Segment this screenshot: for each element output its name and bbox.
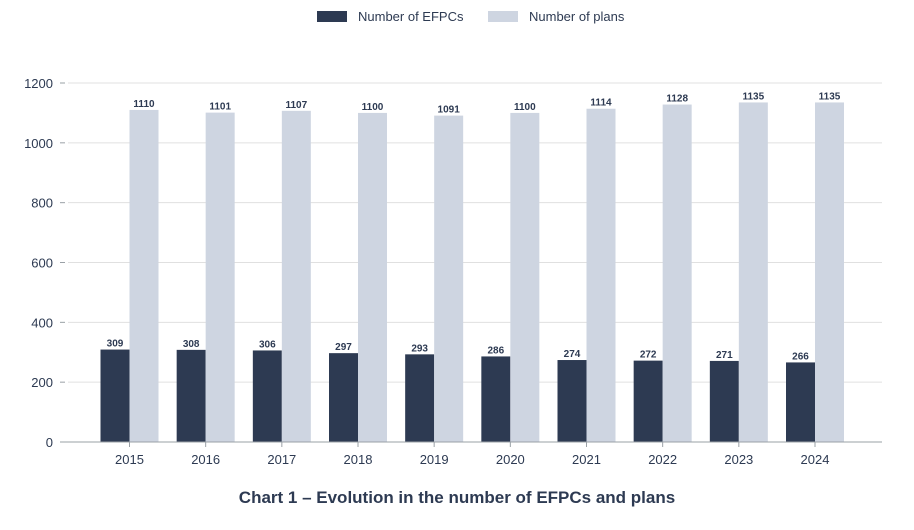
bars: 309 1110 308 1101 306 1107 297 1100 293 1091 286 11…	[100, 91, 844, 443]
data-label: 297	[335, 342, 352, 353]
bar-efpcs	[786, 362, 815, 442]
data-label: 1091	[438, 105, 461, 116]
x-tick-label: 2016	[191, 452, 220, 467]
data-label: 1100	[514, 102, 536, 113]
legend-swatch	[317, 11, 347, 22]
data-label: 274	[564, 349, 581, 360]
bar-plans	[662, 104, 692, 442]
data-label: 308	[183, 339, 200, 350]
bar-efpcs	[176, 349, 206, 442]
bar-chart: Number of EFPCs Number of plans 0 200 400 60…	[24, 9, 882, 467]
bar-efpcs	[100, 349, 130, 442]
legend: Number of EFPCs Number of plans	[317, 9, 625, 24]
data-label: 1135	[819, 91, 841, 102]
bar-efpcs	[405, 354, 435, 442]
bar-plans	[281, 110, 311, 442]
bar-plans	[586, 108, 616, 442]
x-tick-label: 2023	[724, 452, 753, 467]
data-label: 1101	[209, 102, 231, 113]
data-label: 1114	[590, 98, 612, 109]
y-tick-label: 200	[31, 375, 53, 390]
y-tick-label: 600	[31, 256, 53, 271]
y-tick-label: 1000	[24, 136, 53, 151]
data-label: 306	[259, 339, 276, 350]
x-tick-label: 2024	[801, 452, 830, 467]
y-tick-label: 0	[46, 435, 53, 450]
x-tick-label: 2015	[115, 452, 144, 467]
bar-plans	[129, 109, 159, 443]
data-label: 271	[716, 350, 733, 361]
data-label: 266	[792, 351, 809, 362]
x-tick-label: 2017	[267, 452, 296, 467]
legend-label: Number of EFPCs	[358, 9, 464, 24]
data-label: 286	[487, 345, 504, 356]
data-label: 309	[107, 339, 124, 350]
bar-plans	[510, 112, 540, 443]
bar-efpcs	[481, 356, 511, 442]
x-tick-label: 2022	[648, 452, 677, 467]
data-label: 272	[640, 350, 657, 361]
bar-plans	[815, 102, 844, 442]
bar-efpcs	[633, 360, 663, 442]
data-label: 1107	[285, 100, 307, 111]
bar-efpcs	[709, 360, 739, 442]
y-tick-label: 1200	[24, 76, 53, 91]
legend-label: Number of plans	[529, 9, 625, 24]
x-tick-label: 2021	[572, 452, 601, 467]
x-tick-label: 2020	[496, 452, 525, 467]
y-axis: 0 200 400 600 800 1000 1200	[24, 76, 65, 450]
x-tick-label: 2019	[420, 452, 449, 467]
bar-efpcs	[329, 353, 358, 442]
data-label: 1100	[362, 102, 384, 113]
chart-title: Chart 1 – Evolution in the number of EFP…	[238, 488, 676, 507]
bar-plans	[205, 112, 235, 443]
y-tick-label: 400	[31, 315, 53, 330]
data-label: 293	[411, 343, 428, 354]
bar-plans	[434, 115, 464, 443]
bar-plans	[738, 102, 768, 442]
legend-swatch	[488, 11, 518, 22]
y-tick-label: 800	[31, 196, 53, 211]
data-label: 1135	[742, 91, 764, 102]
data-label: 1128	[666, 94, 688, 105]
x-tick-label: 2018	[344, 452, 373, 467]
x-axis: 2015 2016 2017 2018 2019 2020 2021 2022 2023 2024	[60, 441, 882, 467]
bar-plans	[358, 112, 387, 443]
bar-efpcs	[557, 360, 587, 442]
bar-efpcs	[252, 350, 282, 442]
data-label: 1110	[133, 99, 155, 110]
